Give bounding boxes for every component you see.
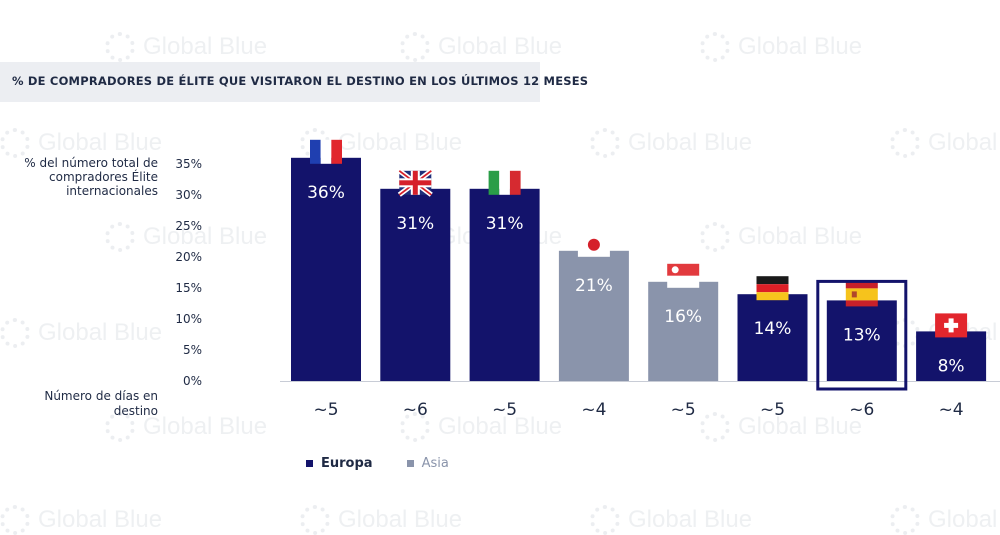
bar [648,281,719,381]
y-tick-label: 15% [175,281,202,295]
germany-flag-icon [756,276,789,301]
flag-stripe [756,276,789,285]
days-label: ~6 [849,400,874,420]
flag-cross [944,322,959,328]
uk-flag-icon [397,168,433,197]
legend: Europa Asia [306,456,449,471]
bar [291,157,361,381]
bar-value-label: 14% [754,319,792,339]
singapore-flag-icon [667,263,700,288]
bar-value-label: 8% [938,356,965,376]
bar-value-label: 36% [307,183,345,203]
chart-title-box: % DE COMPRADORES DE ÉLITE QUE VISITARON … [0,62,588,102]
bar-value-label: 13% [843,325,881,345]
flag-stripe [331,139,342,164]
switzerland-flag-icon [935,313,968,338]
bar [737,294,808,381]
bar [916,331,987,381]
flag-stripe [756,284,789,293]
legend-label-asia: Asia [421,456,449,471]
flag-stripe [310,139,321,164]
france-flag-icon [310,139,342,164]
flag-stripe [509,170,521,195]
flag-stripe [488,170,500,195]
y-tick-label: 30% [175,188,202,202]
bar [469,188,540,381]
chart-title: % DE COMPRADORES DE ÉLITE QUE VISITARON … [12,74,589,88]
flag-cross [399,180,432,186]
days-label: ~4 [939,400,964,420]
flag-stripe [845,300,878,307]
highlight-frame [816,279,908,391]
legend-item-asia: Asia [406,456,449,471]
bar [380,188,451,381]
days-label: ~4 [581,400,606,420]
y-tick-label: 25% [175,219,202,233]
days-label: ~5 [671,400,696,420]
y-tick-label: 35% [175,157,202,171]
x-axis-label: Número de días en destino [44,389,158,418]
bar-value-label: 16% [664,307,702,327]
spain-flag-icon [845,282,878,307]
y-tick-label: 10% [175,312,202,326]
flag-disc [587,238,600,251]
flag-stripe [756,292,789,301]
legend-marker-europa [306,460,313,467]
days-label: ~5 [313,400,338,420]
bar-value-label: 21% [575,276,613,296]
y-tick-label: 20% [175,250,202,264]
japan-flag-icon [577,232,610,257]
bar-value-label: 31% [486,214,524,234]
bar [826,300,897,381]
flag-stripe [499,170,510,195]
y-tick-label: 0% [183,374,202,388]
legend-marker-asia [406,460,414,467]
bar [558,250,629,381]
flag-crescent [671,266,679,274]
y-tick-label: 5% [183,343,202,357]
legend-item-europa: Europa [306,456,373,471]
days-label: ~5 [492,400,517,420]
y-axis-label: % del número total de compradores Élite … [24,156,158,198]
bar-value-label: 31% [396,214,434,234]
days-label: ~6 [403,400,428,420]
legend-label-europa: Europa [321,456,373,471]
flag-stripe [667,275,700,288]
flag-stripe [320,139,332,164]
flag-stripe [845,282,878,289]
flag-stripe [845,288,878,301]
days-label: ~5 [760,400,785,420]
flag-emblem [851,291,857,298]
italy-flag-icon [488,170,521,195]
